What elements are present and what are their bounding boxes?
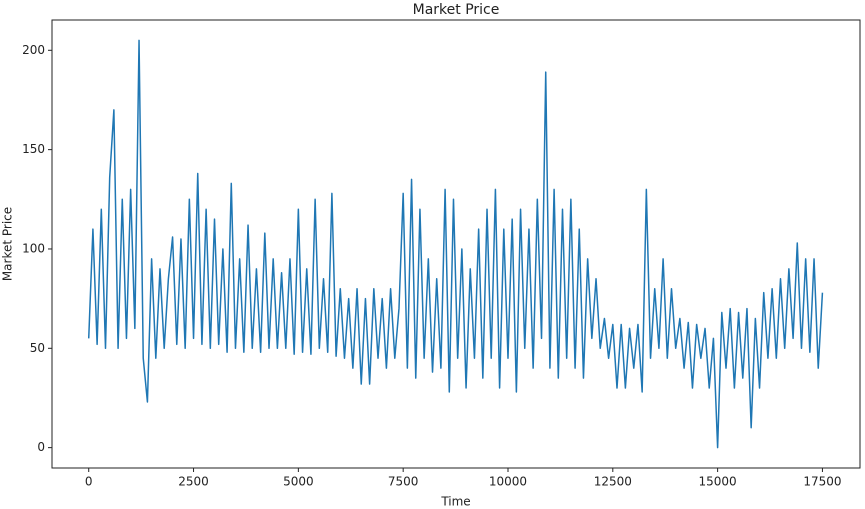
y-axis-label: Market Price [1, 207, 15, 281]
x-tick-label: 7500 [388, 475, 419, 489]
x-tick-label: 0 [85, 475, 93, 489]
plot-frame [51, 19, 861, 469]
chart-title: Market Price [413, 2, 500, 18]
y-tick-label: 200 [22, 43, 45, 57]
y-tick-label: 0 [37, 440, 45, 454]
y-tick-label: 100 [22, 241, 45, 255]
x-axis-label: Time [440, 495, 470, 509]
x-tick-label: 2500 [178, 475, 209, 489]
x-tick-label: 5000 [283, 475, 314, 489]
x-tick-label: 10000 [489, 475, 527, 489]
x-tick-label: 17500 [803, 475, 841, 489]
line [87, 39, 824, 449]
y-tick-label: 150 [22, 142, 45, 156]
x-tick-label: 15000 [699, 475, 737, 489]
x-tick-label: 12500 [594, 475, 632, 489]
y-tick-label: 50 [30, 341, 45, 355]
